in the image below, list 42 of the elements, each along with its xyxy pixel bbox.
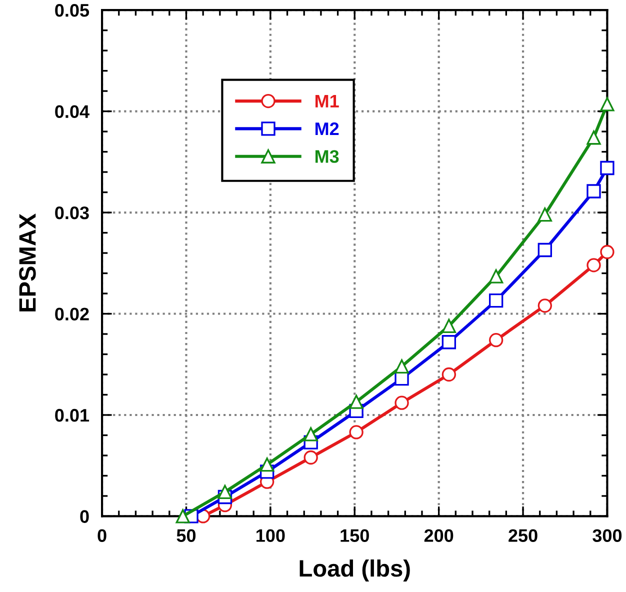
point [600,97,614,112]
x-tick-label: 50 [176,529,196,542]
y-tick-label: 0.04 [55,105,90,118]
point [218,484,232,500]
point [586,130,601,145]
y-tick-label: 0 [80,510,89,523]
y-tick-label: 0.02 [55,308,89,320]
x-tick-label: 150 [340,529,369,542]
point [349,425,364,440]
point [600,244,614,260]
x-tick-label: 200 [424,529,454,542]
x-tick-label: 250 [508,529,538,542]
point [349,394,364,409]
point [538,298,552,313]
point [394,396,409,410]
point [442,335,456,350]
y-tick-label: 0.01 [55,408,90,422]
point [394,359,409,374]
y-tick-label: 0.05 [55,4,90,17]
point [538,242,552,258]
point [488,332,504,348]
x-tick-label: 300 [592,529,622,542]
x-tick-label: 100 [256,529,285,542]
legend-label: M3 [315,150,339,163]
point [538,207,552,222]
legend-label: M2 [315,122,339,136]
point [586,258,601,272]
x-axis-title: Load (lbs) [300,559,410,582]
point [442,318,456,333]
point [586,184,601,198]
point [488,269,504,284]
point [600,160,614,176]
legend-label: M1 [315,94,339,108]
point [488,294,504,308]
point [442,367,456,382]
x-tick-label: 0 [98,529,106,542]
point [176,509,190,524]
point [304,427,318,442]
y-axis-title: EPSMAX [19,213,36,312]
point [304,450,318,465]
point [260,458,274,472]
y-tick-label: 0.03 [55,206,89,220]
